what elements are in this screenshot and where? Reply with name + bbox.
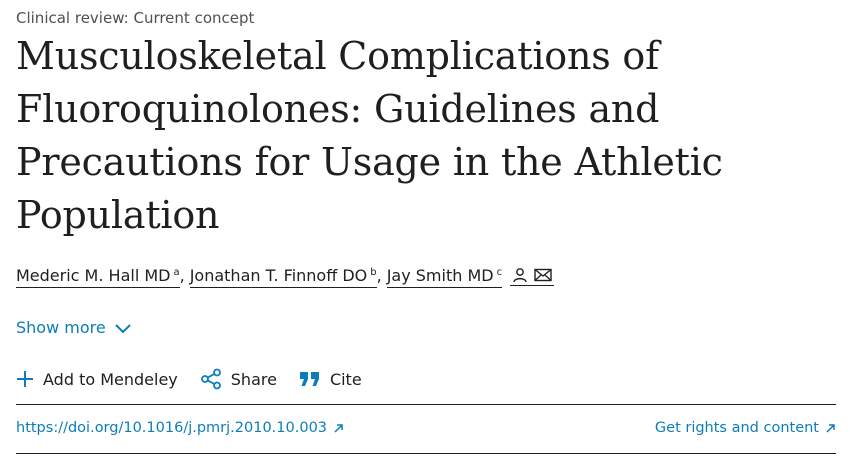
- share-icon: [200, 368, 222, 390]
- get-rights-label: Get rights and content: [654, 420, 819, 436]
- plus-icon: [16, 370, 34, 388]
- author-name: Jay Smith MD: [386, 266, 494, 285]
- author-separator: ,: [179, 266, 185, 285]
- share-button[interactable]: Share: [200, 368, 277, 390]
- affiliation-marker: b: [370, 266, 377, 278]
- affiliation-marker: c: [496, 266, 503, 278]
- divider-top: [16, 404, 836, 405]
- add-to-mendeley-label: Add to Mendeley: [43, 369, 178, 389]
- doi-link[interactable]: https://doi.org/10.1016/j.pmrj.2010.10.0…: [16, 420, 344, 436]
- cite-label: Cite: [329, 369, 362, 389]
- envelope-icon: [534, 268, 552, 282]
- article-actions: Add to Mendeley Share Cite: [16, 368, 384, 390]
- author-separator: ,: [376, 266, 382, 285]
- doi-text: https://doi.org/10.1016/j.pmrj.2010.10.0…: [16, 420, 328, 436]
- quote-icon: [299, 370, 321, 388]
- author-link-hall[interactable]: Mederic M. Hall MD a: [16, 266, 180, 288]
- author-link-finnoff[interactable]: Jonathan T. Finnoff DO b: [189, 266, 377, 288]
- corresponding-author-contact[interactable]: [510, 267, 555, 286]
- article-type-label: Clinical review: Current concept: [16, 9, 255, 27]
- author-name: Mederic M. Hall MD: [16, 266, 171, 285]
- article-title: Musculoskeletal Complications of Fluoroq…: [16, 34, 723, 237]
- divider-bottom: [16, 453, 836, 454]
- show-more-label: Show more: [16, 318, 106, 337]
- external-arrow-icon: [333, 423, 344, 434]
- chevron-down-icon: [114, 322, 132, 334]
- author-name: Jonathan T. Finnoff DO: [189, 266, 368, 285]
- share-label: Share: [230, 369, 277, 389]
- show-more-button[interactable]: Show more: [16, 318, 132, 337]
- author-link-smith[interactable]: Jay Smith MD c: [386, 266, 503, 288]
- person-icon: [512, 267, 528, 283]
- external-arrow-icon: [825, 423, 836, 434]
- author-list: Mederic M. Hall MD a, Jonathan T. Finnoff…: [16, 265, 555, 288]
- add-to-mendeley-button[interactable]: Add to Mendeley: [16, 370, 178, 389]
- get-rights-link[interactable]: Get rights and content: [655, 420, 836, 436]
- cite-button[interactable]: Cite: [299, 370, 362, 389]
- affiliation-marker: a: [173, 266, 180, 278]
